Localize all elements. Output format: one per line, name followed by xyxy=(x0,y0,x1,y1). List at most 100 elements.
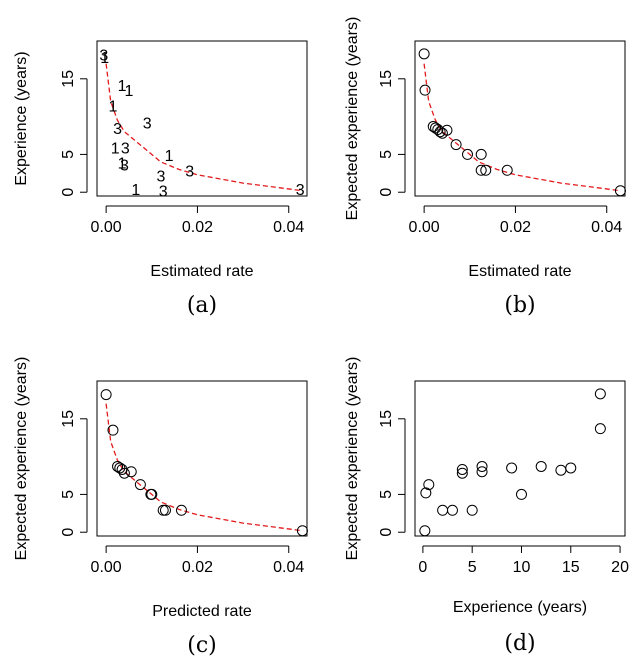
data-point xyxy=(125,466,137,478)
data-point: 1 xyxy=(125,83,134,100)
data-point xyxy=(437,504,449,516)
x-axis-title: Predicted rate xyxy=(152,603,252,620)
x-axis-title: Experience (years) xyxy=(453,599,587,616)
y-tick-label: 15 xyxy=(378,410,395,428)
data-point xyxy=(535,460,547,472)
data-point: 3 xyxy=(159,184,168,201)
data-point: 1 xyxy=(118,156,127,173)
y-tick-label: 5 xyxy=(60,490,77,499)
x-tick-label: 0.04 xyxy=(273,219,304,236)
y-axis-title: Expected experience (years) xyxy=(13,357,30,561)
data-point xyxy=(515,488,527,500)
x-tick-label: 0.00 xyxy=(91,219,122,236)
data-point xyxy=(157,504,169,516)
data-point: 1 xyxy=(109,98,118,115)
plot-frame xyxy=(96,380,308,537)
y-axis-title: Expected experience (years) xyxy=(344,357,361,561)
panel-2: 0.00 0.02 0.04 0 5 15 Predicted rate Expected e… xyxy=(13,357,308,658)
x-tick-label: 0.00 xyxy=(91,559,122,576)
data-point xyxy=(594,423,606,435)
x-tick-label: 0.02 xyxy=(182,219,213,236)
data-point xyxy=(456,467,468,479)
data-point: 3 xyxy=(121,141,130,158)
panel-label: (c) xyxy=(187,633,217,658)
data-point xyxy=(501,164,513,176)
y-tick-label: 15 xyxy=(378,70,395,88)
data-point xyxy=(565,462,577,474)
y-tick-label: 15 xyxy=(60,70,77,88)
fitted-curve xyxy=(105,63,303,192)
data-point: 3 xyxy=(185,163,194,180)
data-point xyxy=(446,504,458,516)
fitted-curve xyxy=(105,403,303,532)
panel-label: (d) xyxy=(504,631,535,656)
data-point xyxy=(118,467,130,479)
data-point xyxy=(476,460,488,472)
y-tick-label: 0 xyxy=(378,188,395,197)
y-axis-title: Expected experience (years) xyxy=(344,17,361,221)
data-point xyxy=(506,462,518,474)
data-point: 3 xyxy=(99,48,108,65)
panel-label: (b) xyxy=(504,293,535,318)
panel-label: (a) xyxy=(187,293,217,318)
data-point xyxy=(475,148,487,160)
data-point: 1 xyxy=(131,182,140,199)
y-tick-label: 5 xyxy=(378,150,395,159)
data-point xyxy=(480,164,492,176)
panel-0: 0.00 0.02 0.04 0 5 15 Estimated rate Experience… xyxy=(13,40,308,318)
data-point: 3 xyxy=(113,121,122,138)
data-point xyxy=(434,126,446,138)
data-point xyxy=(423,479,435,491)
data-point xyxy=(475,164,487,176)
plot-frame xyxy=(414,380,626,537)
data-point: 1 xyxy=(111,141,120,158)
x-tick-label: 0.00 xyxy=(409,219,440,236)
y-tick-label: 5 xyxy=(378,490,395,499)
panel-3: 0 5 10 15 20 0 5 15 Experience (years) Expected e… xyxy=(344,357,629,656)
data-point xyxy=(476,466,488,478)
data-point xyxy=(441,124,453,136)
data-point xyxy=(175,504,187,516)
x-axis-title: Estimated rate xyxy=(150,263,253,280)
data-point xyxy=(418,48,430,60)
data-point xyxy=(466,504,478,516)
data-point xyxy=(420,487,432,499)
data-point xyxy=(296,525,308,537)
x-tick-label: 20 xyxy=(611,559,629,576)
y-axis-title: Experience (years) xyxy=(13,51,30,185)
x-tick-label: 0.04 xyxy=(273,559,304,576)
data-point xyxy=(134,479,146,491)
data-point xyxy=(462,148,473,160)
y-tick-label: 0 xyxy=(60,188,77,197)
data-point: 1 xyxy=(118,78,127,95)
x-tick-label: 5 xyxy=(468,559,477,576)
data-point xyxy=(594,388,606,400)
data-point xyxy=(614,185,626,197)
x-tick-label: 15 xyxy=(562,559,580,576)
data-point: 3 xyxy=(296,182,305,199)
data-point: 3 xyxy=(156,169,165,186)
data-point xyxy=(456,463,468,475)
x-tick-label: 0.02 xyxy=(182,559,213,576)
plot-frame xyxy=(96,40,308,197)
x-axis-title: Estimated rate xyxy=(468,263,571,280)
plot-frame xyxy=(414,40,626,197)
data-point xyxy=(100,389,112,401)
data-point: 1 xyxy=(100,50,109,67)
data-point xyxy=(419,84,431,96)
data-point xyxy=(107,424,119,436)
x-tick-label: 0.04 xyxy=(591,219,622,236)
data-point xyxy=(146,488,158,500)
fitted-curve xyxy=(423,63,621,192)
data-point: 3 xyxy=(143,116,152,133)
x-tick-label: 0 xyxy=(418,559,427,576)
y-tick-label: 0 xyxy=(60,528,77,537)
y-tick-label: 0 xyxy=(378,528,395,537)
panel-1: 0.00 0.02 0.04 0 5 15 Estimated rate Expected e… xyxy=(344,17,626,318)
data-point xyxy=(419,525,431,537)
data-point: 3 xyxy=(120,157,129,174)
data-point: 1 xyxy=(165,148,174,165)
y-tick-label: 15 xyxy=(60,410,77,428)
x-tick-label: 10 xyxy=(513,559,531,576)
